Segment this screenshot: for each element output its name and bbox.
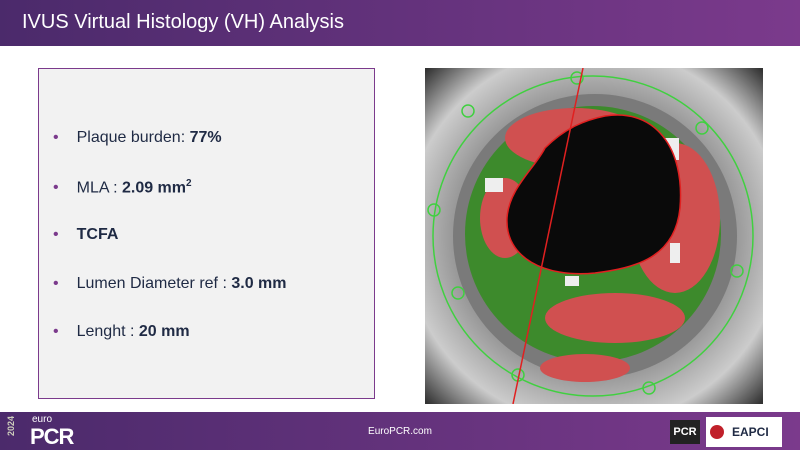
bullet-value: 20 mm: [138, 323, 190, 340]
slide-title: IVUS Virtual Histology (VH) Analysis: [22, 11, 344, 33]
bullet-label: Lumen Diameter ref :: [76, 274, 232, 292]
bullet-list: Plaque burden: 77% MLA : 2.09 mm2 TCFA L…: [53, 129, 287, 372]
bullet: Lenght : 20 mm: [53, 323, 286, 372]
bullet-label: MLA :: [76, 178, 122, 196]
footer-brand-top: euro: [32, 414, 53, 425]
bullet-value: 3.0 mm: [231, 274, 287, 292]
footer-brand: PCR: [30, 424, 74, 449]
ivus-image: [425, 68, 763, 404]
pcr-logo: PCR: [670, 420, 700, 444]
superscript: 2: [186, 177, 192, 189]
measurement-line: [512, 68, 584, 404]
bullet-value: 77%: [189, 129, 222, 146]
eapci-heart: [710, 425, 724, 439]
header-bar: IVUS Virtual Histology (VH) Analysis: [0, 0, 800, 46]
footer-url: EuroPCR.com: [368, 426, 432, 437]
bullet: MLA : 2.09 mm2: [53, 178, 286, 227]
bullet: Plaque burden: 77%: [53, 129, 286, 178]
bullet-label: Plaque burden:: [76, 129, 190, 146]
control-points: [427, 71, 744, 395]
bullet: TCFA: [53, 226, 286, 275]
border-outline: [432, 75, 754, 397]
bullet-value: 2.09 mm: [121, 178, 187, 196]
bullet: Lumen Diameter ref : 3.0 mm: [53, 274, 287, 324]
footer-bar: 2024 euro PCR EuroPCR.com PCR EAPCI: [0, 412, 800, 450]
bullet-label: Lenght :: [76, 323, 139, 340]
lumen: [506, 114, 682, 275]
bullet-value: TCFA: [76, 226, 119, 243]
bullet-box: Plaque burden: 77% MLA : 2.09 mm2 TCFA L…: [38, 68, 375, 399]
